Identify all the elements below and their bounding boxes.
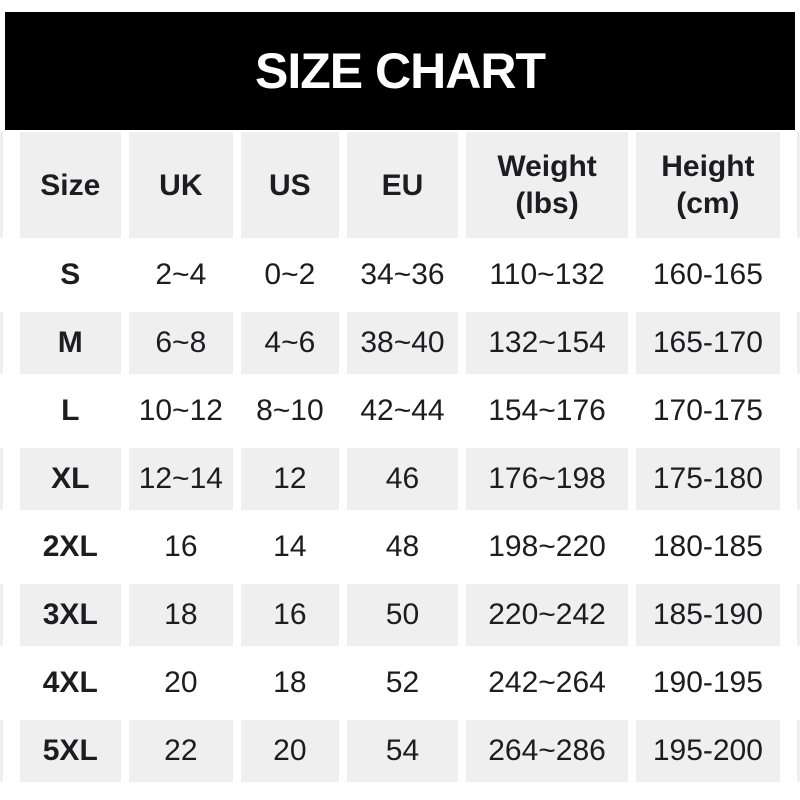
cell-us: 12: [241, 448, 339, 510]
cell-weight: 176~198: [466, 448, 628, 510]
cell-uk: 10~12: [128, 380, 234, 442]
size-chart-table: Size UK US EU Weight (lbs) Height (cm) S…: [0, 132, 800, 782]
column-header-label: US: [269, 168, 311, 202]
column-header-label: Height: [661, 150, 755, 183]
cell-weight: 264~286: [466, 720, 628, 782]
cell-weight: 132~154: [466, 312, 628, 374]
cell-size: 5XL: [20, 720, 121, 782]
column-header-label: UK: [159, 168, 203, 202]
cell-height: 165-170: [635, 312, 780, 374]
cell-us: 8~10: [241, 380, 339, 442]
cell-eu: 38~40: [346, 312, 459, 374]
table-row-xl: XL 12~14 12 46 176~198 175-180: [0, 448, 800, 510]
column-header-label: EU: [381, 168, 424, 202]
cell-eu: 52: [346, 652, 459, 714]
cell-eu: 48: [346, 516, 459, 578]
column-header-size: Size: [20, 132, 121, 238]
table-row-3xl: 3XL 18 16 50 220~242 185-190: [0, 584, 800, 646]
table-row-2xl: 2XL 16 14 48 198~220 180-185: [0, 516, 800, 578]
cell-weight: 154~176: [466, 380, 628, 442]
cell-uk: 12~14: [128, 448, 234, 510]
column-header-uk: UK: [128, 132, 234, 238]
table-row-m: M 6~8 4~6 38~40 132~154 165-170: [0, 312, 800, 374]
table-header-row: Size UK US EU Weight (lbs) Height (cm): [0, 132, 800, 238]
size-chart-banner: SIZE CHART: [5, 12, 795, 130]
cell-us: 20: [241, 720, 339, 782]
cell-size: M: [20, 312, 121, 374]
cell-size: 3XL: [20, 584, 121, 646]
cell-height: 180-185: [635, 516, 780, 578]
column-header-weight: Weight (lbs): [466, 132, 628, 238]
cell-height: 170-175: [635, 380, 780, 442]
column-header-sublabel: (lbs): [515, 187, 579, 220]
cell-height: 195-200: [635, 720, 780, 782]
column-header-label: Weight: [497, 150, 597, 183]
cell-uk: 20: [128, 652, 234, 714]
cell-size: 2XL: [20, 516, 121, 578]
cell-height: 185-190: [635, 584, 780, 646]
cell-uk: 2~4: [128, 244, 234, 306]
cell-us: 4~6: [241, 312, 339, 374]
cell-size: S: [20, 244, 121, 306]
page-title: SIZE CHART: [255, 43, 546, 99]
cell-height: 175-180: [635, 448, 780, 510]
cell-eu: 46: [346, 448, 459, 510]
cell-us: 16: [241, 584, 339, 646]
column-header-label: Size: [40, 168, 101, 202]
table-row-4xl: 4XL 20 18 52 242~264 190-195: [0, 652, 800, 714]
cell-weight: 242~264: [466, 652, 628, 714]
cell-weight: 110~132: [466, 244, 628, 306]
cell-height: 190-195: [635, 652, 780, 714]
cell-eu: 34~36: [346, 244, 459, 306]
cell-weight: 198~220: [466, 516, 628, 578]
column-header-us: US: [241, 132, 339, 238]
table-row-5xl: 5XL 22 20 54 264~286 195-200: [0, 720, 800, 782]
column-header-sublabel: (cm): [676, 187, 740, 220]
cell-uk: 6~8: [128, 312, 234, 374]
cell-us: 14: [241, 516, 339, 578]
cell-uk: 16: [128, 516, 234, 578]
column-header-eu: EU: [346, 132, 459, 238]
cell-uk: 22: [128, 720, 234, 782]
cell-us: 18: [241, 652, 339, 714]
table-row-s: S 2~4 0~2 34~36 110~132 160-165: [0, 244, 800, 306]
cell-uk: 18: [128, 584, 234, 646]
column-header-height: Height (cm): [635, 132, 780, 238]
cell-weight: 220~242: [466, 584, 628, 646]
cell-size: 4XL: [20, 652, 121, 714]
cell-eu: 54: [346, 720, 459, 782]
cell-us: 0~2: [241, 244, 339, 306]
table-row-l: L 10~12 8~10 42~44 154~176 170-175: [0, 380, 800, 442]
cell-height: 160-165: [635, 244, 780, 306]
cell-size: XL: [20, 448, 121, 510]
cell-eu: 50: [346, 584, 459, 646]
cell-size: L: [20, 380, 121, 442]
cell-eu: 42~44: [346, 380, 459, 442]
